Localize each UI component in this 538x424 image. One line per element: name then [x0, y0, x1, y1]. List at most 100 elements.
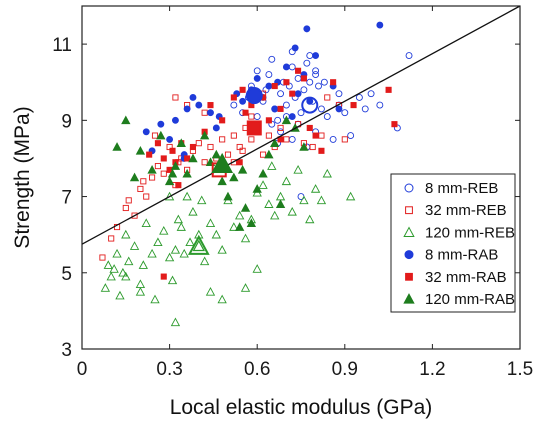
point-8-mm-rab	[265, 82, 273, 90]
point-32-mm-reb	[131, 212, 138, 219]
point-32-mm-reb	[137, 185, 144, 192]
point-32-mm-rab	[207, 102, 214, 109]
point-120-mm-rab	[211, 149, 221, 159]
point-32-mm-reb	[224, 151, 232, 158]
point-32-mm-rab	[160, 155, 167, 162]
point-120-mm-reb	[141, 218, 151, 228]
point-32-mm-rab	[265, 117, 272, 124]
point-8-mm-rab	[171, 116, 179, 124]
highlight-inner	[192, 239, 205, 252]
point-32-mm-rab	[175, 182, 182, 189]
point-32-mm-rab	[160, 273, 167, 280]
x-tick-label: 0	[77, 359, 88, 380]
point-120-mm-rab	[121, 115, 131, 125]
point-120-mm-rab	[164, 176, 175, 186]
point-32-mm-reb	[283, 136, 290, 143]
point-32-mm-reb	[230, 132, 237, 139]
point-120-mm-rab	[229, 172, 239, 182]
point-120-mm-reb	[305, 214, 315, 224]
point-32-mm-rab	[385, 86, 392, 93]
point-120-mm-reb	[281, 176, 292, 186]
plot-frame	[81, 5, 521, 350]
point-120-mm-reb	[205, 286, 216, 296]
point-120-mm-reb	[199, 256, 210, 266]
legend-label: 32 mm-REB	[425, 202, 507, 219]
point-8-mm-reb	[297, 109, 305, 117]
point-32-mm-rab	[219, 117, 226, 124]
point-32-mm-reb	[195, 140, 202, 147]
point-120-mm-reb	[176, 222, 186, 231]
point-120-mm-rab	[135, 145, 146, 155]
point-32-mm-reb	[108, 235, 115, 242]
point-32-mm-rab	[350, 102, 357, 109]
point-32-mm-rab	[306, 124, 313, 132]
point-32-mm-reb	[143, 193, 150, 200]
point-8-mm-reb	[288, 63, 296, 71]
point-120-mm-reb	[345, 191, 356, 201]
point-120-mm-reb	[197, 195, 207, 205]
point-32-mm-reb	[341, 136, 348, 143]
x-tick-label: 1.5	[507, 359, 533, 380]
highlight-120-mm-reb	[187, 234, 210, 255]
point-120-mm-reb	[185, 237, 195, 247]
point-120-mm-reb	[217, 294, 227, 304]
point-120-mm-reb	[135, 286, 146, 296]
legend: 8 mm-REB 32 mm-REB 120 mm-REB 8 mm-RAB 32 mm…	[390, 173, 516, 313]
point-120-mm-reb	[112, 248, 122, 258]
point-120-mm-rab	[217, 176, 227, 186]
point-120-mm-reb	[179, 248, 189, 258]
point-120-mm-reb	[170, 245, 181, 254]
highlight-8-mm-reb	[301, 96, 319, 114]
point-120-mm-rab	[129, 172, 140, 182]
point-120-mm-reb	[258, 180, 268, 189]
point-32-mm-rab	[277, 105, 284, 112]
point-120-mm-rab	[281, 115, 292, 125]
point-8-mm-rab	[291, 44, 299, 52]
point-8-mm-reb	[355, 94, 363, 101]
point-32-mm-rab	[391, 121, 398, 128]
point-8-mm-rab	[335, 105, 343, 113]
point-120-mm-reb	[138, 260, 148, 269]
point-120-mm-reb	[287, 206, 297, 216]
point-32-mm-reb	[248, 136, 255, 143]
point-120-mm-rab	[252, 184, 262, 193]
point-120-mm-rab	[270, 138, 280, 147]
point-120-mm-reb	[316, 195, 327, 205]
point-32-mm-reb	[239, 147, 246, 154]
point-32-mm-rab	[242, 109, 249, 116]
point-32-mm-rab	[189, 143, 197, 151]
legend-label: 8 mm-REB	[425, 180, 498, 197]
legend-marker	[404, 250, 414, 260]
point-32-mm-rab	[318, 147, 325, 154]
point-32-mm-rab	[184, 155, 191, 162]
point-120-mm-reb	[188, 206, 198, 216]
point-8-mm-rab	[195, 101, 203, 109]
point-120-mm-reb	[173, 214, 184, 224]
legend-marker	[403, 226, 415, 238]
legend-marker	[405, 272, 413, 281]
point-120-mm-reb	[109, 264, 119, 273]
point-8-mm-reb	[253, 67, 261, 75]
point-8-mm-rab	[207, 109, 214, 117]
legend-label: 120 mm-REB	[425, 224, 515, 241]
point-32-mm-reb	[219, 136, 226, 143]
x-tick-label: 0.9	[332, 359, 358, 380]
legend-label: 32 mm-RAB	[425, 269, 507, 286]
fit-line	[81, 5, 521, 245]
point-8-mm-reb	[277, 90, 285, 98]
point-8-mm-reb	[274, 116, 282, 124]
point-120-mm-reb	[135, 279, 146, 288]
point-32-mm-rab	[330, 79, 337, 86]
point-8-mm-reb	[265, 71, 273, 79]
point-8-mm-rab	[239, 97, 247, 105]
data-points	[99, 21, 413, 327]
point-8-mm-rab	[166, 135, 174, 143]
point-120-mm-rab	[199, 130, 210, 140]
point-120-mm-reb	[235, 210, 245, 220]
point-8-mm-reb	[268, 55, 276, 63]
point-120-mm-reb	[103, 260, 113, 269]
point-8-mm-rab	[306, 97, 314, 105]
point-32-mm-reb	[207, 143, 214, 151]
point-120-mm-rab	[176, 138, 186, 147]
point-8-mm-reb	[367, 90, 375, 98]
